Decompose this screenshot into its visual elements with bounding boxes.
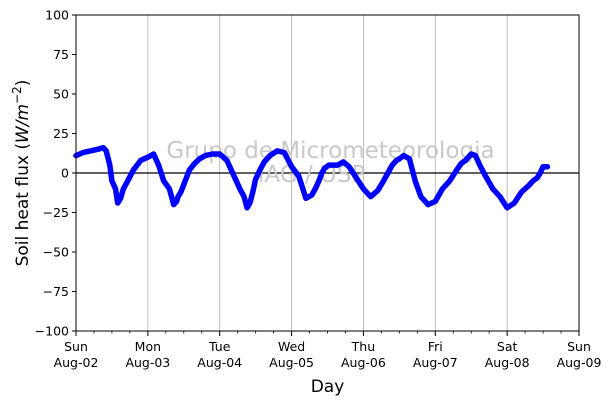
y-tick-label: 75 bbox=[53, 47, 69, 62]
x-tick-label-day: Fri bbox=[428, 339, 443, 354]
x-tick-label-date: Aug-09 bbox=[557, 355, 602, 370]
x-tick-label-day: Sat bbox=[497, 339, 518, 354]
x-tick-label-date: Aug-02 bbox=[54, 355, 99, 370]
x-tick-label-date: Aug-06 bbox=[341, 355, 386, 370]
y-axis: −100 −75 −50 −25 0 25 50 75 100 bbox=[35, 8, 76, 339]
x-axis: SunAug-02MonAug-03TueAug-04WedAug-05ThuA… bbox=[54, 331, 602, 370]
y-tick-label: 0 bbox=[61, 166, 69, 181]
watermark-line-1: Grupo de Micrometeorologia bbox=[166, 138, 494, 164]
x-tick-label-day: Mon bbox=[135, 339, 161, 354]
x-tick-label-date: Aug-03 bbox=[125, 355, 170, 370]
x-tick-label-date: Aug-05 bbox=[269, 355, 314, 370]
x-tick-label-date: Aug-08 bbox=[485, 355, 530, 370]
y-tick-label: −75 bbox=[43, 284, 69, 299]
x-tick-label-day: Sun bbox=[567, 339, 591, 354]
x-tick-label-day: Sun bbox=[64, 339, 88, 354]
y-tick-label: 50 bbox=[53, 87, 69, 102]
y-tick-label: 100 bbox=[45, 8, 69, 23]
x-tick-label-day: Tue bbox=[208, 339, 231, 354]
series-layer bbox=[73, 144, 551, 211]
x-tick-label-day: Wed bbox=[278, 339, 305, 354]
x-tick-label-day: Thu bbox=[351, 339, 375, 354]
x-tick-label-date: Aug-07 bbox=[413, 355, 458, 370]
series-line-1 bbox=[73, 144, 551, 211]
x-axis-title: Day bbox=[311, 377, 345, 397]
y-axis-title: Soil heat flux (W/m−2) bbox=[10, 80, 33, 267]
y-tick-label: 25 bbox=[53, 126, 69, 141]
y-tick-label: −100 bbox=[35, 324, 69, 339]
x-tick-label-date: Aug-04 bbox=[197, 355, 242, 370]
y-tick-label: −25 bbox=[43, 205, 69, 220]
y-tick-label: −50 bbox=[43, 245, 69, 260]
